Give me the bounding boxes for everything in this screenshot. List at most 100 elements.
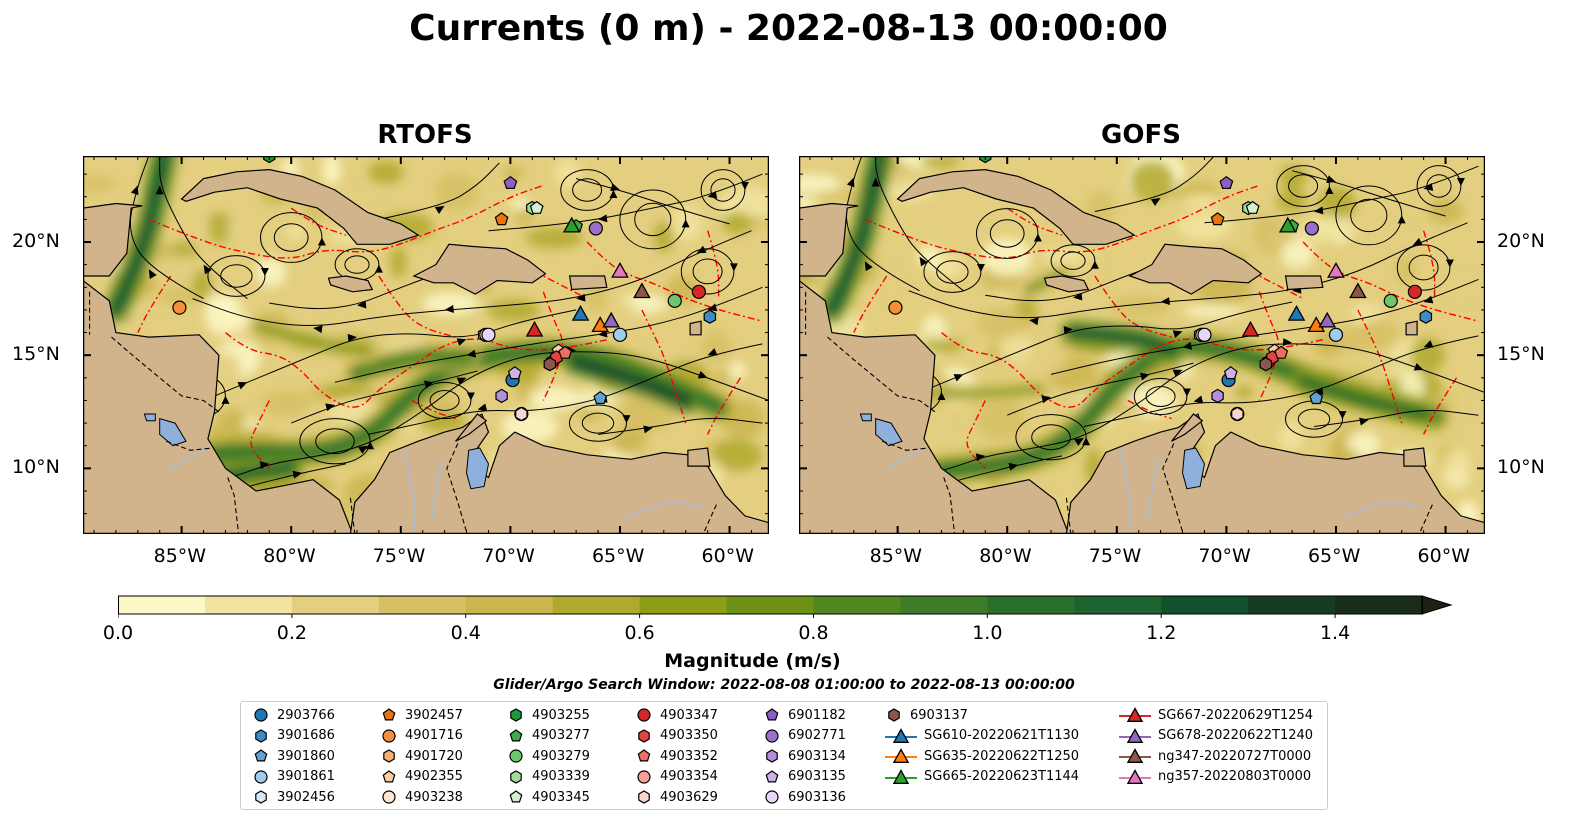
panel-title-rtofs: RTOFS [377, 120, 473, 150]
colorbar-segment [465, 596, 554, 614]
x-tick-label: 75°W [372, 545, 426, 567]
legend-item: 4903279 [506, 746, 590, 766]
legend-item: 2903766 [251, 705, 335, 725]
marker-4903347 [691, 284, 706, 299]
legend-item: 4903352 [634, 746, 718, 766]
legend-marker-icon [382, 708, 396, 721]
legend-marker-icon [885, 727, 917, 743]
legend-label: 4903339 [532, 769, 590, 784]
map-panel-rtofs [83, 156, 769, 534]
legend-marker-icon [1119, 707, 1151, 722]
colorbar [118, 595, 1453, 618]
legend-item: SG678-20220622T1240 [1118, 726, 1313, 746]
x-tick-label: 70°W [1198, 545, 1251, 567]
marker-6903137 [1259, 357, 1273, 372]
legend-marker-icon [382, 728, 396, 743]
colorbar-segment [639, 596, 728, 614]
legend-item: 3901861 [251, 767, 335, 787]
legend-label: 4903347 [660, 707, 718, 723]
legend-label: SG665-20220623T1144 [924, 769, 1080, 784]
map-frame [799, 156, 1485, 534]
legend-item: 3901686 [251, 726, 335, 746]
x-tick-label: 85°W [869, 545, 923, 567]
streamlines [93, 156, 769, 519]
marker-ng347-20220727T0000 [633, 282, 651, 299]
y-tick-label-right: 10°N [1497, 456, 1545, 479]
marker-6903135 [1223, 366, 1238, 380]
colorbar-tick-label: 0.0 [102, 622, 134, 644]
legend-item: 6902771 [762, 726, 846, 746]
x-tick-label: 65°W [591, 545, 645, 567]
legend-marker-icon [1119, 727, 1151, 743]
colorbar-segment [378, 596, 467, 614]
colorbar-tick-label: 1.4 [1319, 622, 1351, 644]
marker-6903136 [1197, 327, 1212, 342]
colorbar-segment [118, 596, 206, 614]
colorbar-tick-label: 0.4 [450, 622, 481, 644]
marker-6903134 [495, 388, 508, 404]
legend-marker-icon [765, 769, 779, 782]
marker-4903352 [558, 345, 573, 359]
map-frame [83, 156, 769, 534]
legend-item: SG635-20220622T1250 [884, 746, 1079, 766]
legend-item: SG667-20220629T1254 [1118, 705, 1313, 725]
legend-label: 6903136 [788, 789, 846, 805]
legend-item: 6903134 [762, 746, 846, 766]
legend-marker-icon [638, 790, 650, 804]
legend-marker-icon [638, 728, 650, 743]
legend-label: 3902456 [277, 789, 335, 805]
marker-6903137 [543, 357, 557, 372]
colorbar-segment [1074, 596, 1162, 614]
marker-4903347 [1407, 284, 1422, 299]
legend-item: ng347-20220727T0000 [1118, 746, 1311, 766]
tick-marks [83, 156, 769, 534]
legend-marker-icon [637, 708, 651, 722]
legend-item: 6903137 [884, 705, 968, 725]
y-tick-label-right: 15°N [1497, 343, 1545, 366]
marker-4903352 [1274, 345, 1289, 359]
legend-item: 3901860 [251, 746, 335, 766]
y-tick-label-left: 10°N [12, 456, 60, 479]
legend-label: 4903350 [660, 728, 718, 743]
legend-marker-icon [509, 749, 523, 763]
colorbar-segment [204, 596, 293, 614]
colorbar-extend-arrow [1421, 595, 1453, 615]
legend-label: 4903277 [532, 728, 590, 743]
legend-item: SG665-20220623T1144 [884, 767, 1079, 787]
colorbar-segment [813, 596, 901, 614]
colorbar-segment [726, 596, 814, 614]
legend-marker-icon [510, 769, 522, 784]
legend-item: 6901182 [762, 705, 846, 725]
legend-label: 6903134 [788, 748, 846, 764]
legend-label: 3901861 [277, 769, 335, 784]
map-panel-gofs [799, 156, 1485, 534]
marker-SG667-20220629T1254 [525, 320, 544, 337]
colorbar-tick-label: 0.6 [624, 622, 655, 644]
marker-4903279 [667, 293, 682, 308]
x-tick-label: 65°W [1307, 545, 1361, 567]
colorbar-label: Magnitude (m/s) [664, 650, 841, 672]
marker-3901861 [612, 327, 628, 342]
colorbar-segment [1248, 596, 1336, 614]
legend-item: 4903255 [506, 705, 590, 725]
legend-marker-icon [254, 749, 268, 762]
legend-item: 4903339 [506, 767, 590, 787]
legend-item: 6903136 [762, 787, 846, 807]
colorbar-segment [291, 596, 380, 614]
x-tick-label: 75°W [1088, 545, 1142, 567]
colorbar-segment [552, 596, 641, 614]
legend-label: SG678-20220622T1240 [1158, 728, 1314, 743]
legend-label: ng347-20220727T0000 [1158, 748, 1312, 764]
legend-item: 4902355 [379, 767, 463, 787]
legend-label: 4903354 [660, 769, 718, 784]
marker-3902457 [494, 212, 509, 226]
marker-6902771 [1304, 221, 1319, 236]
colorbar-tick-label: 1.2 [1146, 622, 1177, 644]
marker-6901182 [1219, 175, 1234, 190]
marker-SG665-20220623T1144 [562, 216, 581, 233]
marker-6903135 [507, 366, 522, 380]
legend-label: 6901182 [788, 707, 846, 723]
legend-marker-icon [1119, 748, 1151, 763]
x-tick-label: 80°W [979, 545, 1032, 567]
marker-ng347-20220727T0000 [1349, 282, 1367, 299]
